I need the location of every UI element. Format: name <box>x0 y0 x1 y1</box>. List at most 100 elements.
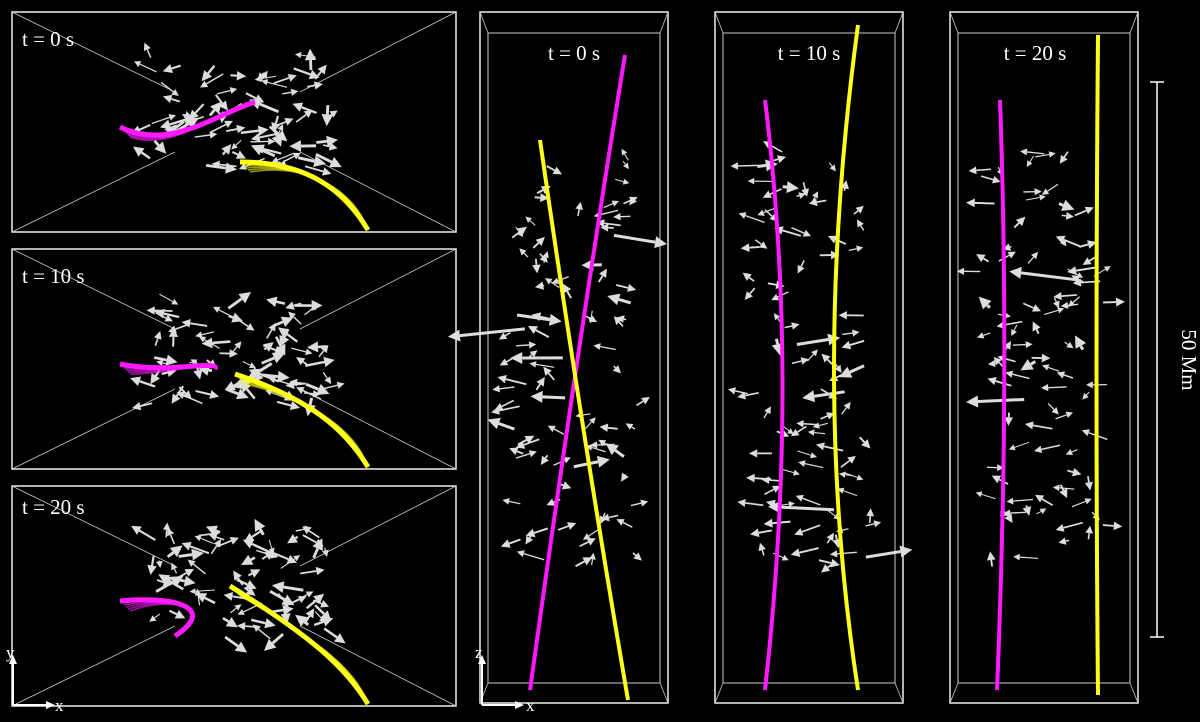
arrow-head <box>245 579 257 590</box>
vector-arrow <box>744 392 759 397</box>
vector-arrow <box>516 450 524 455</box>
vector-arrow <box>591 559 594 566</box>
vector-arrow <box>543 257 547 264</box>
arrow-head <box>1031 251 1039 260</box>
arrow-head <box>497 374 507 384</box>
arrow-head <box>1011 329 1017 337</box>
vector-arrow <box>225 128 238 133</box>
arrow-head <box>856 474 864 481</box>
vector-arrow <box>273 77 290 85</box>
arrow-head <box>184 110 195 123</box>
panel-frame <box>714 11 904 704</box>
arrow-head <box>279 334 290 347</box>
arrow-head <box>150 373 160 385</box>
arrow-head <box>147 564 157 576</box>
vector-arrow <box>251 542 273 555</box>
vector-arrow <box>597 275 604 283</box>
arrow-head <box>811 349 818 357</box>
arrow-head <box>168 327 179 338</box>
vector-arrow <box>247 572 253 577</box>
arrow-head <box>1026 160 1033 167</box>
arrow-head <box>510 351 523 364</box>
vector-arrow <box>302 534 317 544</box>
arrow-head <box>1042 364 1050 371</box>
vector-arrow <box>312 547 319 559</box>
arrow-head <box>190 359 198 365</box>
field-line-yellow <box>244 383 369 468</box>
arrow-head <box>162 94 173 103</box>
arrow-head <box>1022 506 1032 516</box>
arrow-head <box>174 610 186 619</box>
vector-arrow <box>1022 302 1034 309</box>
vector-arrow <box>173 568 178 574</box>
scale-label: 50 Mm <box>1177 329 1200 390</box>
vector-arrow <box>860 225 865 231</box>
arrow-head <box>829 550 838 558</box>
arrow-head <box>1053 300 1060 309</box>
vector-arrow <box>300 570 317 575</box>
arrow-head <box>788 501 795 508</box>
perspective-line <box>11 11 176 93</box>
vector-arrow <box>266 329 273 339</box>
scale-bar: 50 Mm <box>1150 81 1200 638</box>
arrow-head <box>1041 188 1050 195</box>
vector-arrow <box>1053 297 1057 303</box>
vector-arrow <box>515 226 520 233</box>
arrow-head <box>314 81 323 90</box>
vector-arrow <box>614 178 624 183</box>
vector-arrow <box>138 529 156 541</box>
arrow-head <box>293 555 301 562</box>
vector-arrow <box>224 635 239 648</box>
vector-arrow <box>779 505 835 512</box>
arrow-head <box>221 143 232 155</box>
axis-label: z <box>475 643 483 662</box>
vector-arrow <box>772 520 791 525</box>
vector-arrow <box>140 402 153 408</box>
perspective-line <box>659 11 669 34</box>
vector-arrow <box>820 388 831 396</box>
vector-arrow <box>302 389 322 400</box>
vector-arrow <box>314 604 325 615</box>
vector-arrow <box>269 590 286 601</box>
vector-arrow <box>1041 444 1061 451</box>
arrow-head <box>841 340 852 350</box>
arrow-head <box>296 357 306 366</box>
arrow-head <box>275 343 286 356</box>
arrow-head <box>759 241 768 249</box>
vector-arrow <box>800 260 805 267</box>
arrow-head <box>313 155 326 168</box>
vector-arrow <box>588 528 600 537</box>
vector-arrow <box>557 525 569 531</box>
arrow-head <box>235 150 246 159</box>
arrow-head <box>621 148 628 156</box>
arrow-head <box>600 223 609 232</box>
arrow-head <box>1061 199 1075 211</box>
vector-arrow <box>178 553 193 558</box>
arrow-head <box>316 383 330 395</box>
vector-arrow <box>1035 153 1050 158</box>
vector-arrow <box>194 134 211 138</box>
arrow-head <box>625 423 634 430</box>
vector-arrow <box>842 528 849 531</box>
arrow-head <box>237 608 245 615</box>
arrow-head <box>229 87 238 94</box>
arrow-head <box>589 315 598 323</box>
vector-arrow <box>316 139 328 144</box>
arrow-head <box>500 539 511 548</box>
vector-arrow <box>156 579 165 584</box>
vector-arrow <box>749 287 756 295</box>
vector-arrow <box>274 115 280 124</box>
vector-arrow <box>774 338 780 345</box>
vector-arrow <box>758 529 773 534</box>
vector-arrow <box>160 81 174 93</box>
vector-arrow <box>577 209 580 217</box>
vector-arrow <box>614 449 625 458</box>
vector-arrow <box>542 395 566 400</box>
arrow-head <box>268 137 276 146</box>
vector-arrow <box>175 323 191 330</box>
arrow-head <box>1020 359 1034 371</box>
arrow-head <box>1013 553 1020 561</box>
vector-arrow <box>748 276 755 282</box>
arrow-head <box>187 559 196 567</box>
arrow-head <box>1059 154 1068 164</box>
